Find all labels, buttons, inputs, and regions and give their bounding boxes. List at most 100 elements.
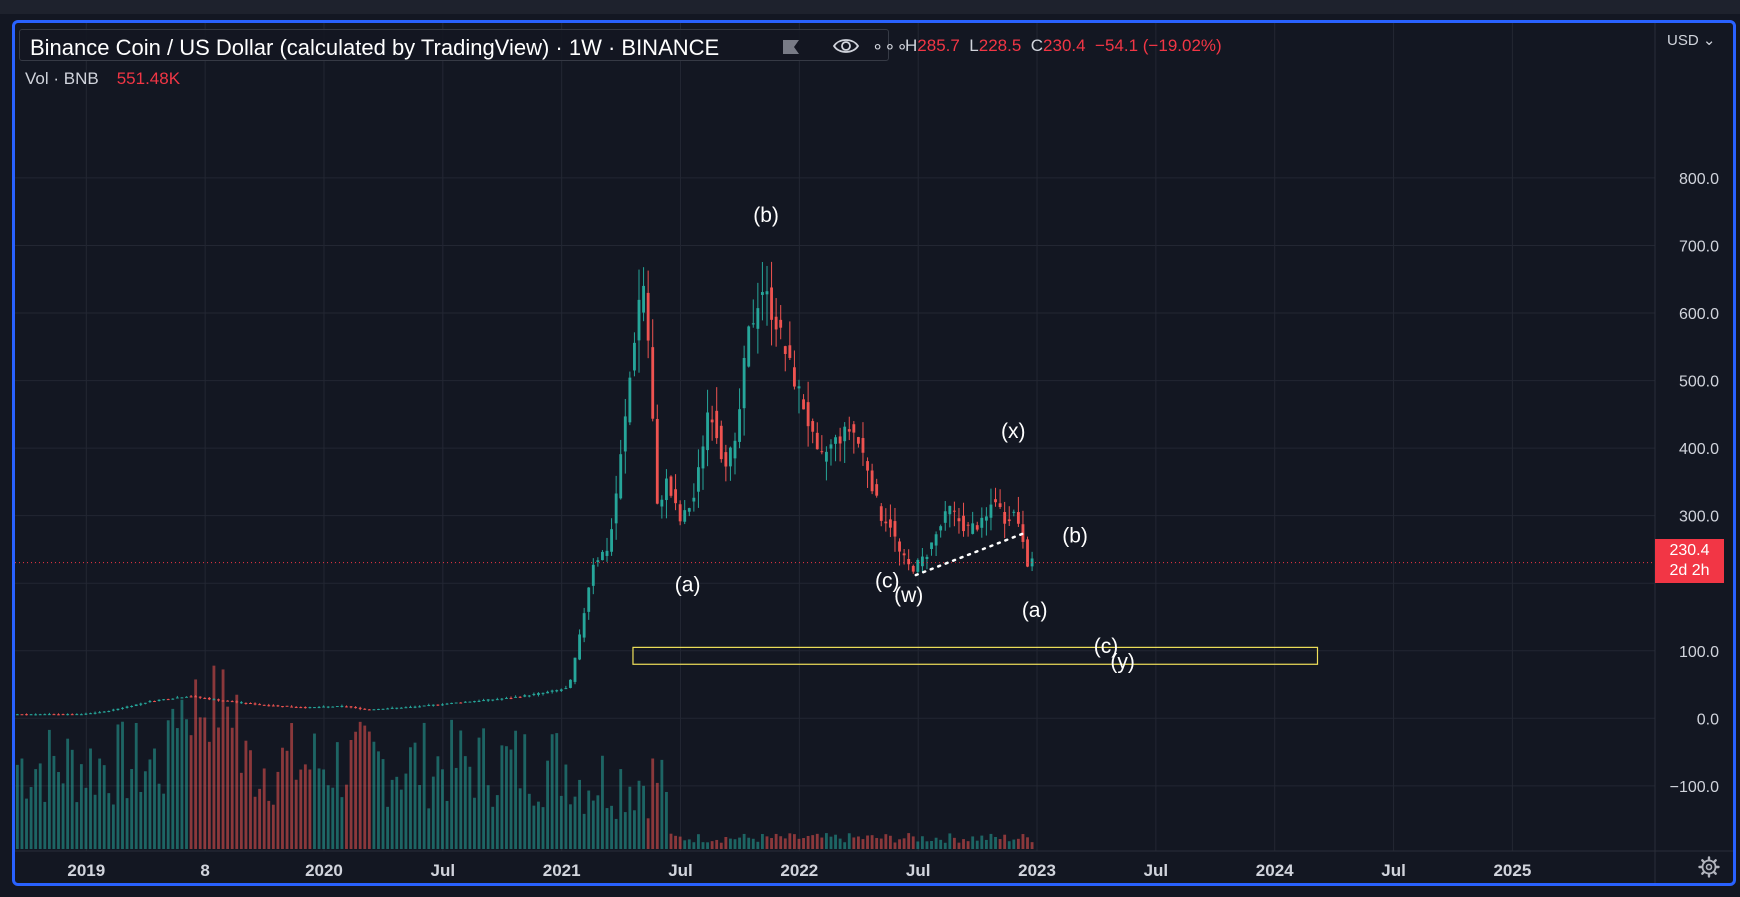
volume-bar [829,836,833,849]
volume-legend[interactable]: Vol · BNB 551.48K [25,69,180,89]
candle-body [367,709,371,711]
volume-bar [212,665,216,849]
candle-body [888,519,892,528]
volume-bar [217,727,220,849]
candle-body [939,526,943,531]
candle-body [729,447,732,467]
volume-bar [870,835,874,849]
candle-body [249,703,252,705]
candle-body [281,706,284,708]
top-toolbar-strip [0,0,1740,14]
volume-bar [207,741,211,849]
candle-body [829,444,833,449]
volume-bar [340,797,344,849]
volume-bar [738,837,741,849]
candle-body [79,714,83,716]
candle-body [706,412,709,451]
volume-bar [569,804,572,849]
volume-bar [578,779,582,849]
x-tick-label: Jul [431,861,456,880]
volume-bar [637,780,641,849]
candle-body [226,700,230,702]
volume-bar [697,834,700,849]
candle-body [911,565,915,572]
volume-bar [253,796,257,849]
candle-body [185,696,188,698]
volume-bar [299,769,303,849]
volume-bar [276,771,280,849]
candle-body [134,704,138,706]
candle-body [445,703,449,705]
volume-bar [377,751,380,849]
x-tick-label: Jul [668,861,693,880]
volume-bar [130,769,134,849]
candle-body [660,499,664,507]
volume-bar [587,790,591,849]
volume-bar [555,733,559,849]
candle-body [925,556,929,559]
candle-body [189,696,193,698]
volume-bar [294,779,298,849]
candle-body [984,516,988,521]
symbol-title[interactable]: Binance Coin / US Dollar (calculated by … [30,35,720,60]
volume-bar [532,805,536,849]
volume-bar [121,721,124,849]
candle-body [642,285,645,313]
candle-body [623,416,627,452]
candle-body [500,698,504,700]
candle-body [678,504,682,522]
candle-body [765,291,769,295]
close-label: C [1030,36,1044,55]
candle-body [975,525,979,530]
more-icon[interactable]: ∘∘∘ [872,36,909,56]
volume-bar [779,836,783,849]
candle-body [203,697,207,699]
candle-body [806,402,810,427]
volume-bar [884,834,888,849]
candle-body [505,697,508,699]
wave-label: (a) [1022,599,1048,622]
volume-bar [774,833,778,849]
volume-bar [436,756,440,849]
volume-bar [596,795,600,849]
flag-icon[interactable] [782,39,800,55]
price-chart[interactable]: 800.0 700.0 600.0 500.0 400.0 300.0 100.0 0.0 −1… [15,23,1736,886]
volume-bar [847,833,851,849]
currency-selector[interactable]: USD ⌄ [1667,32,1716,49]
volume-bar [811,835,815,849]
candle-body [601,551,604,561]
candle-body [340,705,344,707]
volume-bar [1012,839,1016,849]
volume-bar [162,793,166,849]
volume-bar [989,833,993,849]
candle-body [756,308,760,329]
volume-bar [591,800,595,849]
volume-bar [601,755,604,849]
chart-pane[interactable]: 800.0 700.0 600.0 500.0 400.0 300.0 100.0 0.0 −1… [12,20,1736,886]
volume-bar [372,741,376,849]
candle-body [550,690,554,692]
volume-bar [509,749,513,849]
volume-bar [116,724,120,849]
gear-icon[interactable] [1698,856,1720,878]
candle-body [514,696,518,698]
candle-body [751,323,755,325]
eye-icon[interactable] [833,37,859,55]
candle-body [989,504,993,518]
candle-body [326,706,330,708]
candle-body [934,534,938,546]
candle-body [646,292,650,341]
volume-bar [308,769,312,849]
candle-body [57,714,60,716]
volume-bar [939,839,943,849]
volume-bar [345,784,348,849]
volume-bar [244,740,248,849]
volume-bar [747,837,751,849]
volume-bar [157,783,161,849]
wave-label: (w) [894,584,923,607]
y-tick-label: 100.0 [1679,644,1719,661]
candle-body [322,706,326,708]
symbol-legend[interactable]: Binance Coin / US Dollar (calculated by … [19,29,908,61]
volume-bar [134,722,138,849]
volume-bar [34,769,38,849]
